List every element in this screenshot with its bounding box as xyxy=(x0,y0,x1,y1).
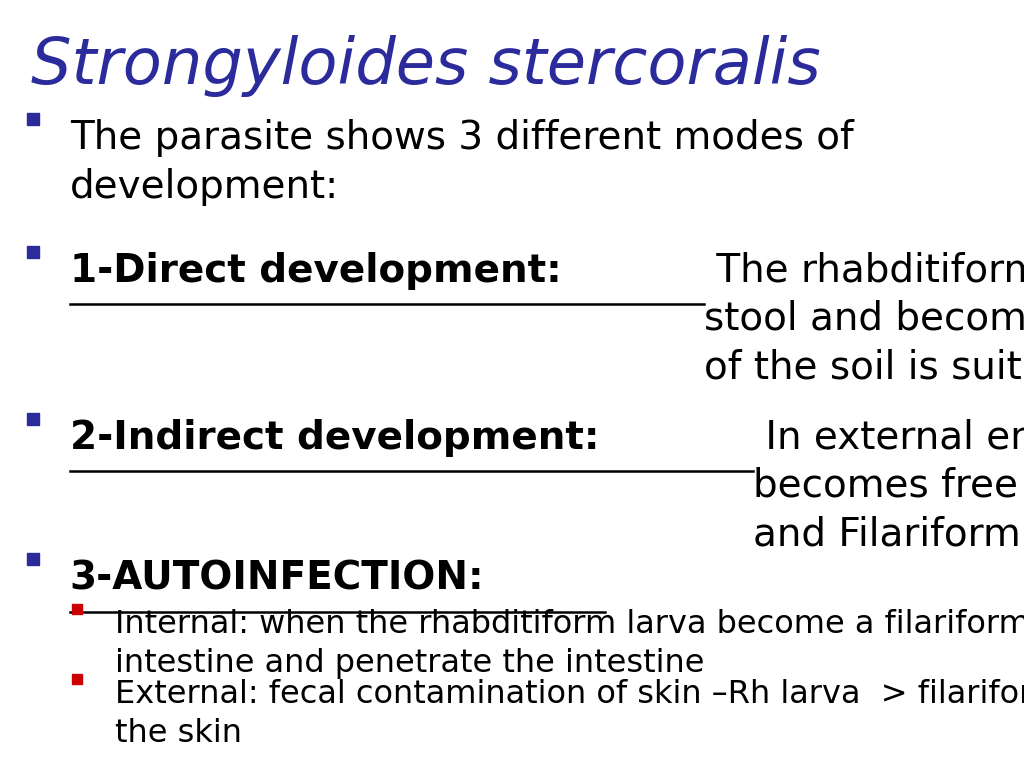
Text: The parasite shows 3 different modes of
development:: The parasite shows 3 different modes of … xyxy=(70,119,853,206)
Text: Strongyloides stercoralis: Strongyloides stercoralis xyxy=(31,35,820,97)
Text: The rhabditiform larva pass from
stool and become directly a Filariform larva if: The rhabditiform larva pass from stool a… xyxy=(705,252,1024,387)
Text: Internal: when the rhabditiform larva become a filariform larva in the
intestine: Internal: when the rhabditiform larva be… xyxy=(115,609,1024,680)
Text: 1-Direct development:: 1-Direct development: xyxy=(70,252,561,290)
Text: 3-AUTOINFECTION:: 3-AUTOINFECTION: xyxy=(70,559,484,597)
Text: External: fecal contamination of skin –Rh larva  > filariform penetrates
the ski: External: fecal contamination of skin –R… xyxy=(115,679,1024,750)
Text: In external environment Rh. larva
becomes free living adults, produce eggs, rhab: In external environment Rh. larva become… xyxy=(753,419,1024,554)
Text: 2-Indirect development:: 2-Indirect development: xyxy=(70,419,599,456)
